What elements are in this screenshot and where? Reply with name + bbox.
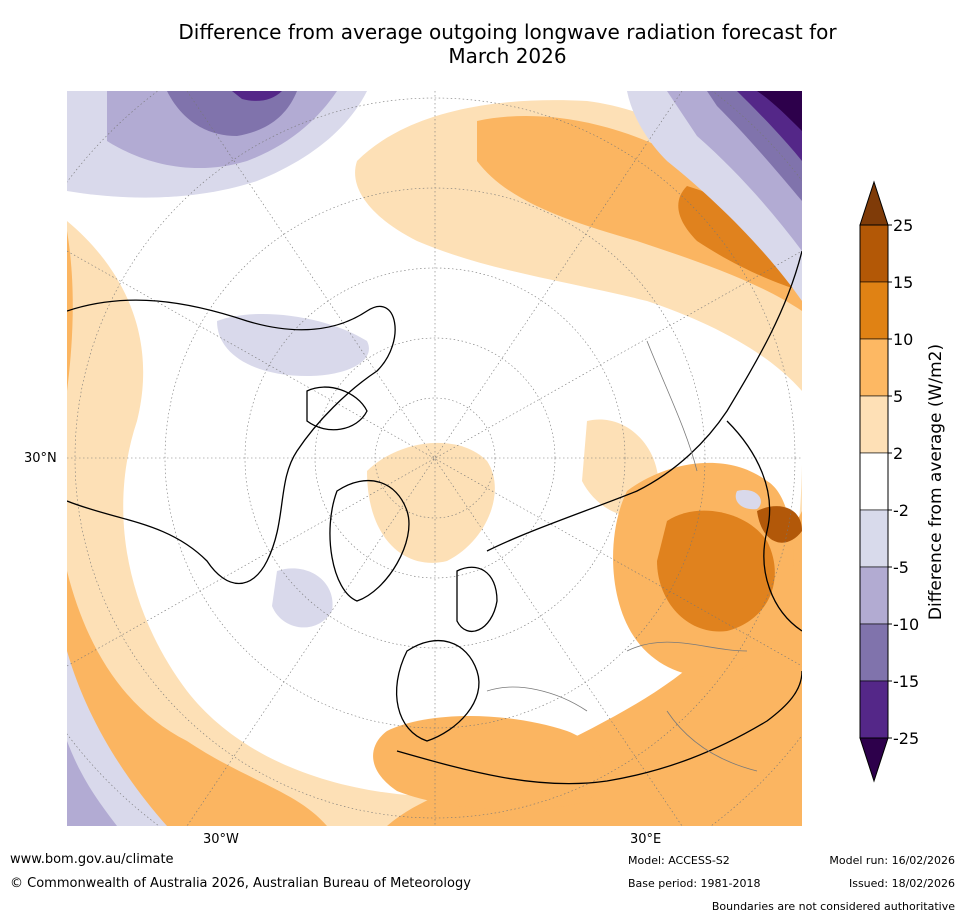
longitude-label-30w: 30°W	[203, 832, 239, 847]
colorbar-segment-bottom-extend	[859, 737, 889, 783]
coastline-eurasia-north	[486, 250, 802, 552]
colorbar-tick-label: -10	[893, 615, 919, 634]
colorbar-segment	[859, 281, 889, 340]
anomaly-patch-dark-orange-asia	[657, 510, 775, 632]
anomaly-band-purple-north	[167, 91, 297, 136]
anomaly-band-darkest-purple-northeast	[757, 91, 802, 131]
colorbar-tick-label: 5	[893, 387, 903, 406]
colorbar-tick-label: 2	[893, 444, 903, 463]
footer-url[interactable]: www.bom.gov.au/climate	[10, 852, 174, 867]
anomaly-band-orange-south	[387, 511, 802, 826]
colorbar-title: Difference from average (W/m2)	[926, 343, 946, 621]
anomaly-patch-brown-asia	[757, 506, 802, 543]
footer-disclaimer: Boundaries are not considered authoritat…	[711, 900, 955, 913]
anomaly-band-orange-southwest	[67, 571, 327, 826]
colorbar-segment	[859, 680, 889, 739]
coastline-greenland	[329, 480, 410, 602]
anomaly-patch-lilac-china	[735, 490, 761, 510]
colorbar-segment	[859, 224, 889, 283]
colorbar-svg: 25 15 10 5 2 -2 -5 -10 -15 -25	[859, 180, 919, 783]
colorbar-tick-label: 10	[893, 330, 913, 349]
colorbar-tick-label: -2	[893, 501, 909, 520]
colorbar-segment	[859, 566, 889, 625]
colorbar-segment	[859, 338, 889, 397]
colorbar-tick-label: 25	[893, 216, 913, 235]
chart-title-line1: Difference from average outgoing longwav…	[178, 20, 837, 44]
coastline-north-america	[67, 299, 396, 585]
colorbar-tick-label: 15	[893, 273, 913, 292]
polar-map[interactable]	[67, 91, 802, 826]
colorbar-tick-label: -5	[893, 558, 909, 577]
footer-model: Model: ACCESS-S2	[628, 854, 730, 867]
chart-title: Difference from average outgoing longwav…	[80, 20, 935, 68]
anomaly-band-lilac-southwest	[67, 651, 167, 826]
graticule	[67, 91, 802, 826]
footer-base-period: Base period: 1981-2018	[628, 877, 761, 890]
colorbar-segment-top-extend	[859, 180, 889, 226]
footer-copyright: © Commonwealth of Australia 2026, Austra…	[10, 876, 471, 891]
colorbar-segment	[859, 509, 889, 568]
colorbar-tick-label: -15	[893, 672, 919, 691]
coastline-europe	[395, 640, 480, 742]
anomaly-band-orange-west-edge	[67, 231, 73, 391]
colorbar: 25 15 10 5 2 -2 -5 -10 -15 -25	[858, 180, 965, 790]
coastline-canadian-archipelago	[306, 386, 368, 431]
anomaly-band-deep-purple-north	[232, 91, 282, 101]
longitude-label-30e: 30°E	[630, 832, 662, 847]
country-boundaries	[486, 340, 758, 772]
footer-issued: Issued: 18/02/2026	[848, 877, 955, 890]
anomaly-band-dark-orange-north	[678, 186, 802, 291]
anomaly-band-orange-north	[477, 115, 802, 311]
coastlines	[67, 250, 802, 785]
colorbar-segment	[859, 395, 889, 454]
coastline-east-asia	[726, 420, 802, 632]
coastline-eurasia-south	[396, 670, 802, 785]
chart-title-line2: March 2026	[448, 44, 567, 68]
colorbar-outline	[859, 224, 889, 739]
latitude-label-30n: 30°N	[24, 451, 57, 466]
anomaly-band-violet-southwest	[67, 741, 117, 826]
coastline-scandinavia	[456, 566, 498, 633]
map-canvas	[67, 91, 802, 826]
colorbar-segment	[859, 452, 889, 511]
anomaly-patch-light-orange-arctic	[367, 442, 495, 563]
anomaly-patch-lilac-atlantic	[272, 568, 333, 628]
colorbar-segment	[859, 623, 889, 682]
footer-model-run: Model run: 16/02/2026	[829, 854, 955, 867]
anomaly-patch-lilac-pacific	[217, 313, 369, 376]
colorbar-tick-label: -25	[893, 729, 919, 748]
